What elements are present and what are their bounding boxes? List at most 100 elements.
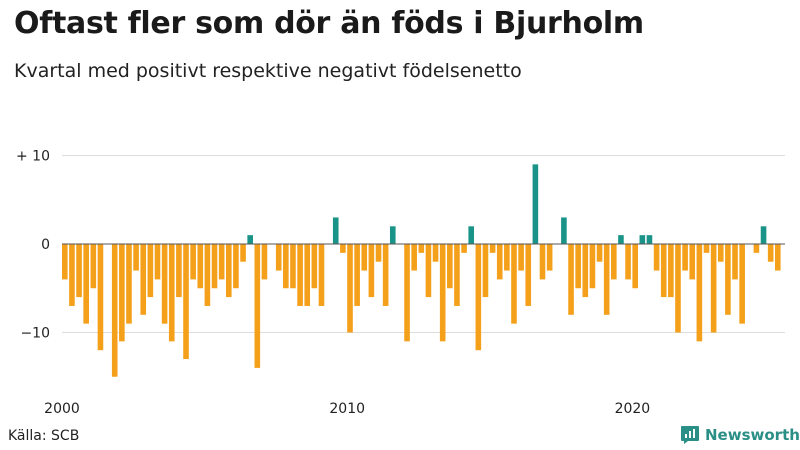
- bars: [62, 164, 781, 377]
- bar: [297, 244, 303, 306]
- bar: [119, 244, 125, 342]
- y-tick-label-plus10: + 10: [16, 149, 50, 165]
- newsworthy-chart-icon: [681, 426, 699, 444]
- bar: [332, 217, 339, 244]
- bar: [347, 244, 353, 333]
- bar: [482, 244, 489, 298]
- bar: [753, 244, 760, 253]
- bar: [354, 244, 360, 306]
- bar: [447, 244, 453, 289]
- grid-lines: [62, 155, 785, 333]
- bar: [425, 244, 432, 298]
- bar: [646, 235, 653, 244]
- x-tick-label-2010: 2010: [329, 401, 365, 417]
- bar: [225, 244, 232, 298]
- bar: [168, 244, 175, 342]
- bar: [275, 244, 282, 271]
- bar: [83, 244, 89, 324]
- bar: [190, 244, 196, 280]
- bar: [154, 244, 161, 280]
- brand-name: Newsworthy: [705, 426, 800, 444]
- y-tick-label-minus10: −10: [20, 326, 50, 342]
- bar: [703, 244, 710, 253]
- bar: [504, 244, 510, 271]
- bar: [511, 244, 517, 324]
- bar: [233, 244, 239, 289]
- bar: [340, 244, 346, 253]
- bar: [247, 235, 253, 244]
- bar: [668, 244, 674, 298]
- bar: [625, 244, 631, 280]
- bar: [211, 244, 218, 289]
- bar: [717, 244, 724, 262]
- bar: [660, 244, 667, 298]
- bar: [696, 244, 703, 342]
- bar: [725, 244, 731, 315]
- bar: [368, 244, 375, 298]
- bar: [411, 244, 417, 271]
- bar: [461, 244, 467, 253]
- bar: [675, 244, 681, 333]
- bar: [496, 244, 503, 280]
- bar: [254, 244, 261, 368]
- bar: [775, 244, 781, 271]
- bar: [539, 244, 546, 280]
- bar: [618, 235, 624, 244]
- bar: [561, 217, 567, 244]
- x-axis-ticks: 2000 2010 2020: [44, 401, 650, 417]
- bar: [639, 235, 646, 244]
- bar: [575, 244, 581, 289]
- bar: [475, 244, 482, 351]
- bar: [589, 244, 596, 289]
- bar: [404, 244, 410, 342]
- bar: [183, 244, 189, 360]
- bar: [147, 244, 154, 298]
- bar: [596, 244, 603, 262]
- bar: [218, 244, 225, 280]
- bar: [689, 244, 696, 280]
- bar: [318, 244, 325, 306]
- bar: [126, 244, 132, 324]
- bar: [261, 244, 268, 280]
- y-axis-ticks: + 10 0 −10: [16, 149, 50, 342]
- bar: [76, 244, 82, 298]
- bar: [710, 244, 717, 333]
- y-tick-label-zero: 0: [41, 237, 50, 253]
- bar: [739, 244, 745, 324]
- bar: [140, 244, 147, 315]
- bar: [90, 244, 97, 289]
- bar: [760, 226, 767, 244]
- bar: [732, 244, 738, 280]
- bar: [283, 244, 289, 289]
- bar: [603, 244, 610, 315]
- chart-title: Oftast fler som dör än föds i Bjurholm: [14, 6, 644, 41]
- bar: [432, 244, 439, 262]
- bar: [69, 244, 75, 306]
- bar: [375, 244, 382, 262]
- bar: [311, 244, 318, 289]
- bar: [532, 164, 539, 244]
- bar: [97, 244, 104, 351]
- bar: [361, 244, 368, 271]
- source-note: Källa: SCB: [8, 428, 80, 444]
- bar: [204, 244, 211, 306]
- bar: [454, 244, 460, 306]
- chart-subtitle: Kvartal med positivt respektive negativt…: [14, 60, 522, 82]
- bar: [632, 244, 638, 289]
- x-tick-label-2020: 2020: [615, 401, 651, 417]
- bar: [133, 244, 139, 271]
- bar: [767, 244, 774, 262]
- bar: [439, 244, 446, 342]
- bar: [418, 244, 425, 253]
- bar: [304, 244, 311, 306]
- newsworthy-logo[interactable]: Newsworthy: [680, 425, 800, 445]
- bar: [546, 244, 553, 271]
- bar: [290, 244, 296, 289]
- bar: [468, 226, 475, 244]
- bar: [682, 244, 688, 271]
- bar: [62, 244, 68, 280]
- x-tick-label-2000: 2000: [44, 401, 80, 417]
- bar: [525, 244, 532, 306]
- bar: [161, 244, 168, 324]
